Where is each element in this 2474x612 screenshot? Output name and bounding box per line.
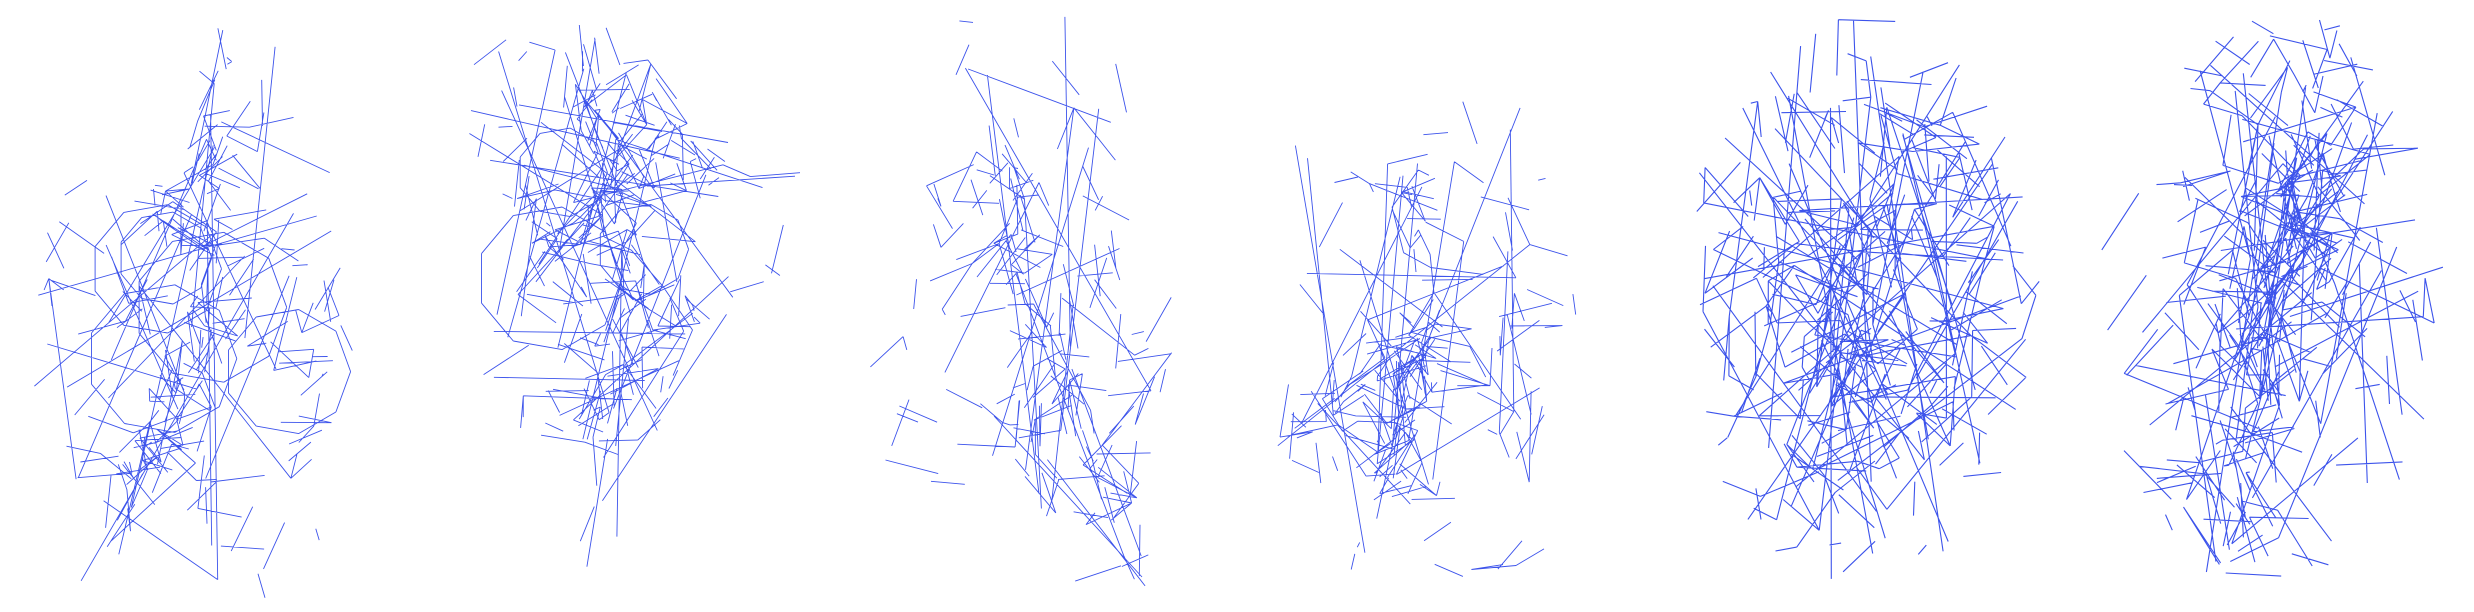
- graph-drawing-6: [2070, 0, 2470, 612]
- graph-drawing-1: [20, 0, 400, 612]
- graph-drawing-2-edges: [469, 24, 801, 567]
- graph-drawing-6-canvas: [2101, 19, 2444, 577]
- graph-drawing-1-canvas: [34, 28, 353, 598]
- graph-drawing-3-canvas: [870, 16, 1172, 587]
- graph-drawing-2-canvas: [469, 24, 801, 567]
- graph-drawing-5-edges: [1696, 19, 2040, 579]
- graph-drawing-5-canvas: [1696, 19, 2040, 579]
- graph-drawing-4-canvas: [1277, 101, 1577, 577]
- graph-drawing-3-edges: [870, 16, 1172, 587]
- graph-drawing-1-edges: [34, 28, 353, 598]
- graph-drawing-3: [840, 0, 1220, 612]
- graph-drawing-2: [430, 0, 810, 612]
- graph-drawing-6-edges: [2101, 19, 2444, 577]
- graph-drawing-4-edges: [1277, 101, 1577, 577]
- graph-drawing-5: [1660, 0, 2060, 612]
- graph-drawing-4: [1250, 0, 1630, 612]
